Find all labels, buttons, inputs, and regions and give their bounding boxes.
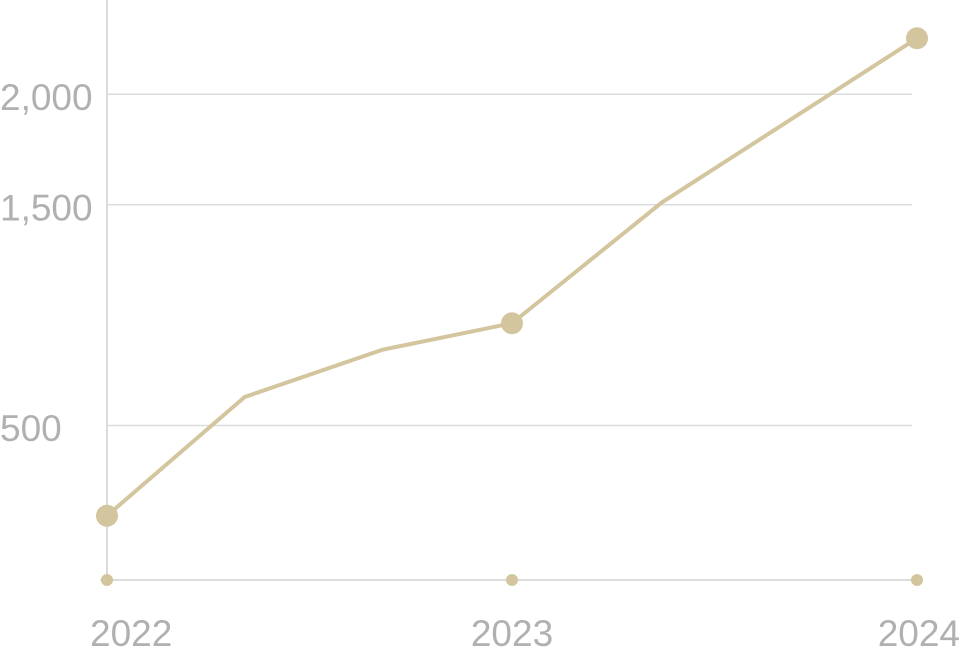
x-tick-label: 2022 [90, 613, 172, 654]
y-tick-label: 1,500 [0, 187, 93, 228]
x-tick [506, 574, 518, 586]
y-tick-label: 2,000 [0, 77, 93, 118]
point [906, 27, 928, 50]
point [501, 312, 523, 335]
x-tick-label: 2024 [878, 613, 960, 654]
x-tick [911, 574, 923, 586]
point [96, 504, 118, 527]
y-tick-label: 500 [0, 408, 62, 449]
x-tick [101, 574, 113, 586]
x-tick-label: 2023 [471, 613, 553, 654]
line [105, 36, 919, 518]
